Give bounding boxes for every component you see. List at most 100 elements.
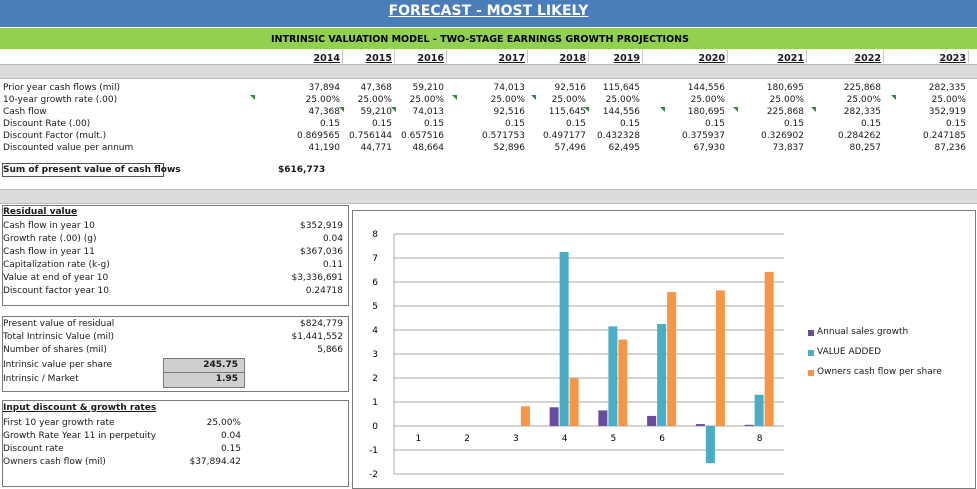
projection-cell[interactable]: 62,495 [608,143,641,153]
legend-swatch [808,350,814,356]
input-row-value[interactable]: 25.00% [206,418,241,428]
x-tick-label: 3 [513,434,519,444]
projection-cell[interactable]: 282,335 [843,107,881,117]
projection-cell[interactable]: 41,190 [308,143,341,153]
projection-cell[interactable]: 59,210 [360,107,393,117]
projection-cell[interactable]: 92,516 [493,107,526,117]
projection-cell[interactable]: 144,556 [687,83,725,93]
year-header: 2014 [313,53,340,64]
projection-cell[interactable]: 44,771 [360,143,393,153]
projection-cell[interactable]: 48,664 [412,143,445,153]
total-value[interactable]: $1,441,552 [291,332,343,342]
projection-cell[interactable]: 25.00% [490,95,525,105]
projection-cell[interactable]: 37,894 [308,83,341,93]
input-row-value[interactable]: 0.15 [220,444,241,454]
projection-cell[interactable]: 25.00% [931,95,966,105]
year-header: 2019 [613,53,640,64]
projection-cell[interactable]: 0.15 [371,119,392,129]
projection-cell[interactable]: 282,335 [928,83,966,93]
projection-cell[interactable]: 0.869565 [297,131,340,141]
projection-cell[interactable]: 74,013 [493,83,526,93]
projection-cell[interactable]: 0.284262 [838,131,881,141]
cell-marker-icon [531,95,536,100]
projection-cell[interactable]: 0.15 [619,119,640,129]
cell-marker-icon [452,95,457,100]
projection-cell[interactable]: 180,695 [687,107,725,117]
residual-row-label: Value at end of year 10 [3,273,109,283]
projection-cell[interactable]: 225,868 [843,83,881,93]
projection-cell[interactable]: 67,930 [693,143,726,153]
residual-row-value[interactable]: 0.11 [322,260,343,270]
column-gridline [527,50,528,63]
projection-cell[interactable]: 52,896 [493,143,526,153]
pv-residual-value[interactable]: $824,779 [300,319,343,329]
input-row-label: First 10 year growth rate [3,418,115,428]
projection-cell[interactable]: 0.15 [319,119,340,129]
projection-cell[interactable]: 47,368 [360,83,393,93]
projection-cell[interactable]: 0.432328 [597,131,640,141]
projection-cell[interactable]: 0.375937 [682,131,725,141]
projection-cell[interactable]: 225,868 [766,107,804,117]
bar-chart: -2-101234567812345678 [369,230,784,480]
residual-row-value[interactable]: 0.24718 [305,286,343,296]
projection-cell[interactable]: 92,516 [554,83,587,93]
legend-swatch [808,370,814,376]
projection-cell[interactable]: 47,368 [308,107,341,117]
residual-row-value[interactable]: $352,919 [300,221,343,231]
projection-cell[interactable]: 59,210 [412,83,445,93]
sum-value[interactable]: $616,773 [278,165,326,175]
projection-cell[interactable]: 0.15 [704,119,725,129]
ratio-value: 1.95 [215,374,238,384]
x-tick-label: 2 [464,434,470,444]
projection-cell[interactable]: 87,236 [934,143,967,153]
projection-cell[interactable]: 0.15 [945,119,966,129]
x-tick-label: 8 [757,434,763,444]
projection-cell[interactable]: 0.497177 [543,131,586,141]
projection-cell[interactable]: 180,695 [766,83,804,93]
projection-cell[interactable]: 0.247185 [923,131,966,141]
x-tick-label: 1 [416,434,422,444]
projection-cell[interactable]: 25.00% [357,95,392,105]
input-row-value[interactable]: 0.04 [220,431,241,441]
separator-bar [0,64,977,79]
y-tick-label: 8 [372,230,378,240]
projection-cell[interactable]: 0.657516 [401,131,444,141]
residual-title: Residual value [3,207,78,217]
projection-cell[interactable]: 0.15 [783,119,804,129]
sum-row-box [2,163,164,177]
projection-cell[interactable]: 0.15 [423,119,444,129]
projection-cell[interactable]: 0.571753 [482,131,525,141]
projection-cell[interactable]: 115,645 [602,83,640,93]
residual-row-value[interactable]: 0.04 [322,234,343,244]
projection-cell[interactable]: 57,496 [554,143,587,153]
projection-cell[interactable]: 25.00% [769,95,804,105]
projection-row-label: Discount Rate (.00) [3,119,91,129]
residual-row-value[interactable]: $367,036 [300,247,343,257]
chart-bar [618,339,628,426]
projection-cell[interactable]: 25.00% [551,95,586,105]
projection-cell[interactable]: 0.15 [565,119,586,129]
column-gridline [342,50,343,63]
projection-cell[interactable]: 25.00% [305,95,340,105]
legend-label: Annual sales growth [817,327,909,337]
projection-cell[interactable]: 25.00% [409,95,444,105]
projection-cell[interactable]: 0.15 [860,119,881,129]
projection-cell[interactable]: 25.00% [605,95,640,105]
projection-cell[interactable]: 0.326902 [761,131,804,141]
projection-cell[interactable]: 25.00% [690,95,725,105]
year-header: 2017 [498,53,525,64]
projection-cell[interactable]: 73,837 [772,143,805,153]
shares-value[interactable]: 5,866 [317,345,343,355]
projection-cell[interactable]: 74,013 [412,107,445,117]
projection-cell[interactable]: 144,556 [602,107,640,117]
ratio-cell[interactable] [163,372,245,388]
input-row-value[interactable]: $37,894.42 [189,457,241,467]
projection-cell[interactable]: 0.756144 [349,131,392,141]
projection-cell[interactable]: 115,645 [548,107,586,117]
projection-cell[interactable]: 0.15 [504,119,525,129]
residual-row-value[interactable]: $3,336,691 [291,273,343,283]
projection-cell[interactable]: 352,919 [928,107,966,117]
projection-cell[interactable]: 25.00% [846,95,881,105]
projection-cell[interactable]: 80,257 [849,143,882,153]
projection-row-label: 10-year growth rate (.00) [3,95,118,105]
